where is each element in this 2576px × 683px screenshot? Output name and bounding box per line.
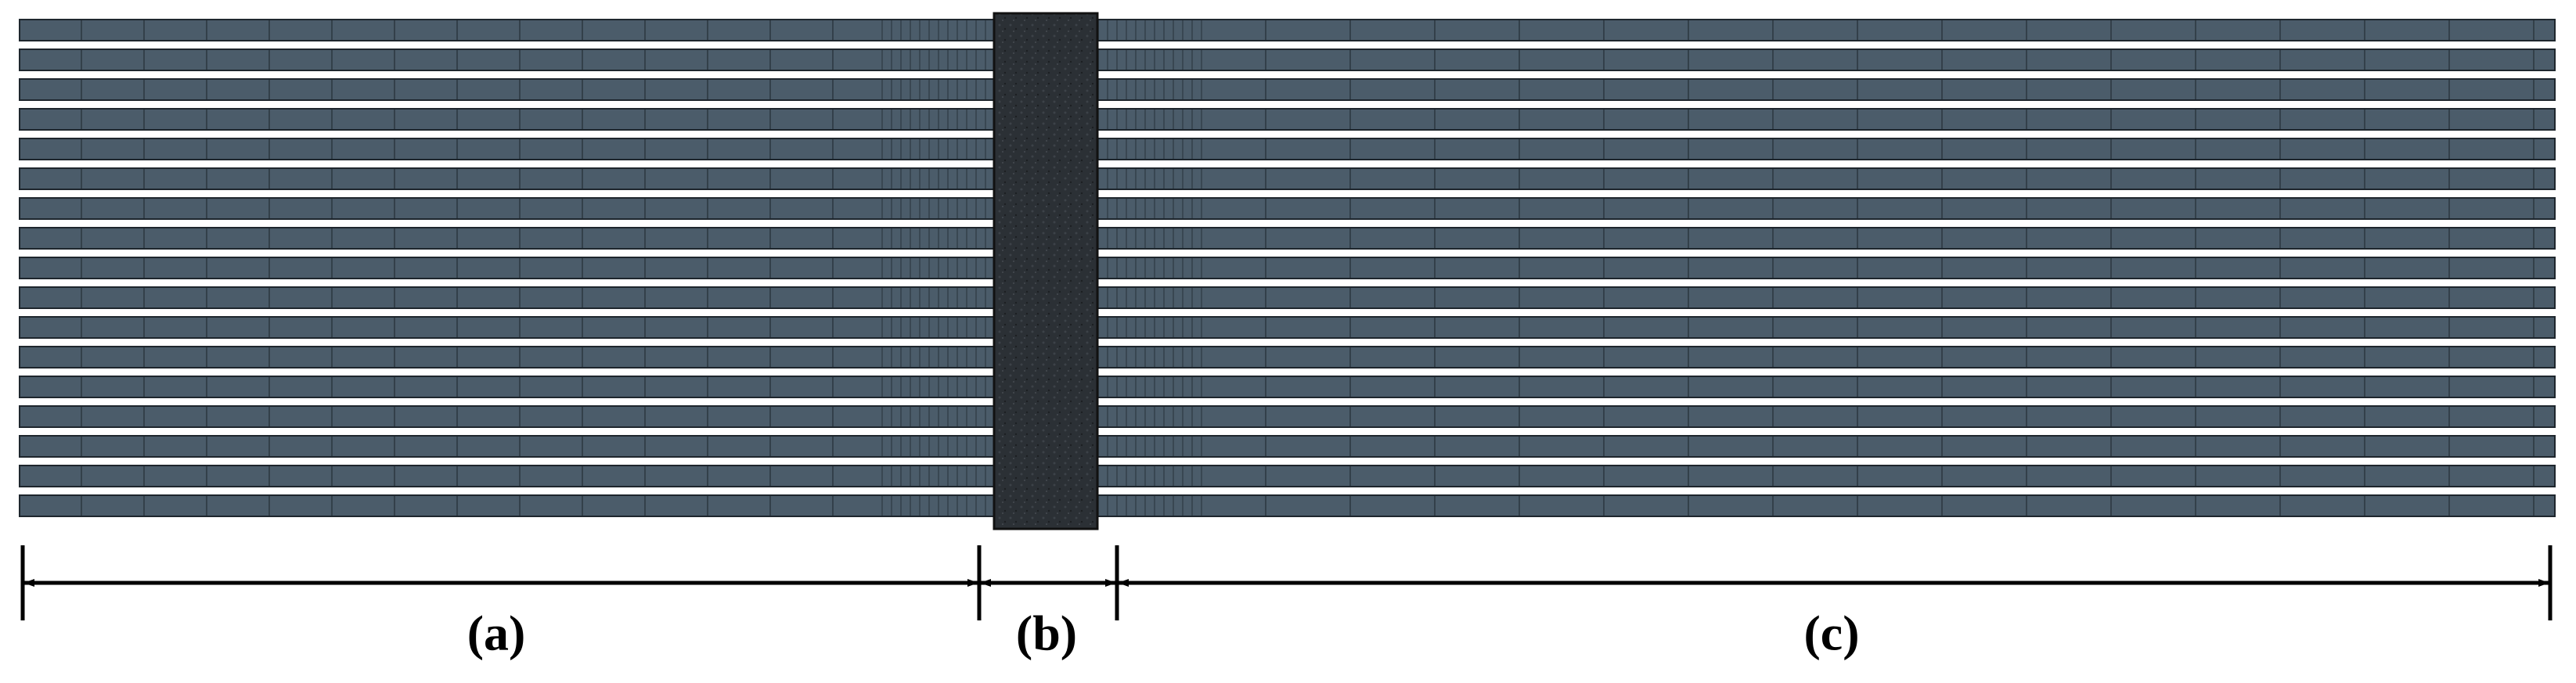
strip-right (1207, 466, 2555, 487)
strips (19, 19, 2556, 517)
strip-outline (19, 227, 2556, 250)
strip-left (20, 347, 881, 368)
strip-left-fine (881, 49, 994, 70)
strip-left (20, 406, 881, 427)
strip-left (20, 317, 881, 338)
strip-left (20, 49, 881, 70)
strip-left-fine (881, 138, 994, 160)
strip-left-fine (881, 376, 994, 397)
strip-right-fine (1097, 20, 1207, 41)
strip-left-fine (881, 79, 994, 100)
strip-right (1207, 317, 2555, 338)
strip-left-fine (881, 257, 994, 279)
strip-left (20, 495, 881, 516)
strip-right-fine (1097, 109, 1207, 130)
strip-outline (19, 19, 2556, 41)
strip-right (1207, 109, 2555, 130)
strip-outline (19, 197, 2556, 220)
strip-left-fine (881, 168, 994, 189)
strip-right (1207, 79, 2555, 100)
strip-right-fine (1097, 257, 1207, 279)
strip-outline (19, 138, 2556, 160)
strip-left (20, 228, 881, 249)
strip-right-fine (1097, 287, 1207, 308)
dimension-lines (20, 545, 2553, 620)
strip-right (1207, 495, 2555, 516)
strip-outline (19, 435, 2556, 458)
strip-left-fine (881, 20, 994, 41)
strip-left (20, 109, 881, 130)
strip-outline (19, 286, 2556, 309)
strip-right (1207, 436, 2555, 457)
strip-outline (19, 49, 2556, 71)
strip-left-fine (881, 406, 994, 427)
strip-left-fine (881, 347, 994, 368)
strip-left (20, 20, 881, 41)
strip-right (1207, 168, 2555, 189)
strip-outline (19, 78, 2556, 101)
strip-left-fine (881, 228, 994, 249)
strip-left-fine (881, 495, 994, 516)
strip-right (1207, 257, 2555, 279)
strip-right (1207, 347, 2555, 368)
strip-right-fine (1097, 198, 1207, 219)
strip-left-fine (881, 109, 994, 130)
strip-outline (19, 494, 2556, 517)
strip-outline (19, 167, 2556, 190)
strip-left-fine (881, 198, 994, 219)
strip-left-fine (881, 287, 994, 308)
label-a: (a) (467, 606, 526, 661)
strip-right-fine (1097, 317, 1207, 338)
strip-right (1207, 49, 2555, 70)
strip-right-fine (1097, 168, 1207, 189)
strip-left (20, 168, 881, 189)
strip-left-fine (881, 466, 994, 487)
strip-right-fine (1097, 436, 1207, 457)
strip-right-fine (1097, 376, 1207, 397)
strip-left (20, 138, 881, 160)
strip-left (20, 257, 881, 279)
strip-left (20, 198, 881, 219)
strip-right-fine (1097, 49, 1207, 70)
strip-outline (19, 257, 2556, 279)
strip-right-fine (1097, 347, 1207, 368)
strip-outline (19, 316, 2556, 339)
label-c: (c) (1803, 606, 1859, 661)
strip-right (1207, 406, 2555, 427)
strip-outline (19, 108, 2556, 131)
strip-right-fine (1097, 228, 1207, 249)
strip-right-fine (1097, 466, 1207, 487)
strip-left (20, 466, 881, 487)
strip-left (20, 376, 881, 397)
strip-right (1207, 287, 2555, 308)
strip-left-fine (881, 436, 994, 457)
strip-right-fine (1097, 79, 1207, 100)
strip-right (1207, 376, 2555, 397)
strip-right (1207, 198, 2555, 219)
middle-block (993, 12, 1099, 530)
strip-outline (19, 465, 2556, 487)
strip-right-fine (1097, 406, 1207, 427)
label-b: (b) (1016, 606, 1077, 661)
strip-right (1207, 228, 2555, 249)
strip-outline (19, 376, 2556, 398)
strip-left (20, 79, 881, 100)
strip-right-fine (1097, 495, 1207, 516)
strip-left-fine (881, 317, 994, 338)
strip-outline (19, 405, 2556, 428)
strip-right (1207, 20, 2555, 41)
strip-left (20, 287, 881, 308)
strip-left (20, 436, 881, 457)
strip-right (1207, 138, 2555, 160)
strip-right-fine (1097, 138, 1207, 160)
strip-outline (19, 346, 2556, 368)
